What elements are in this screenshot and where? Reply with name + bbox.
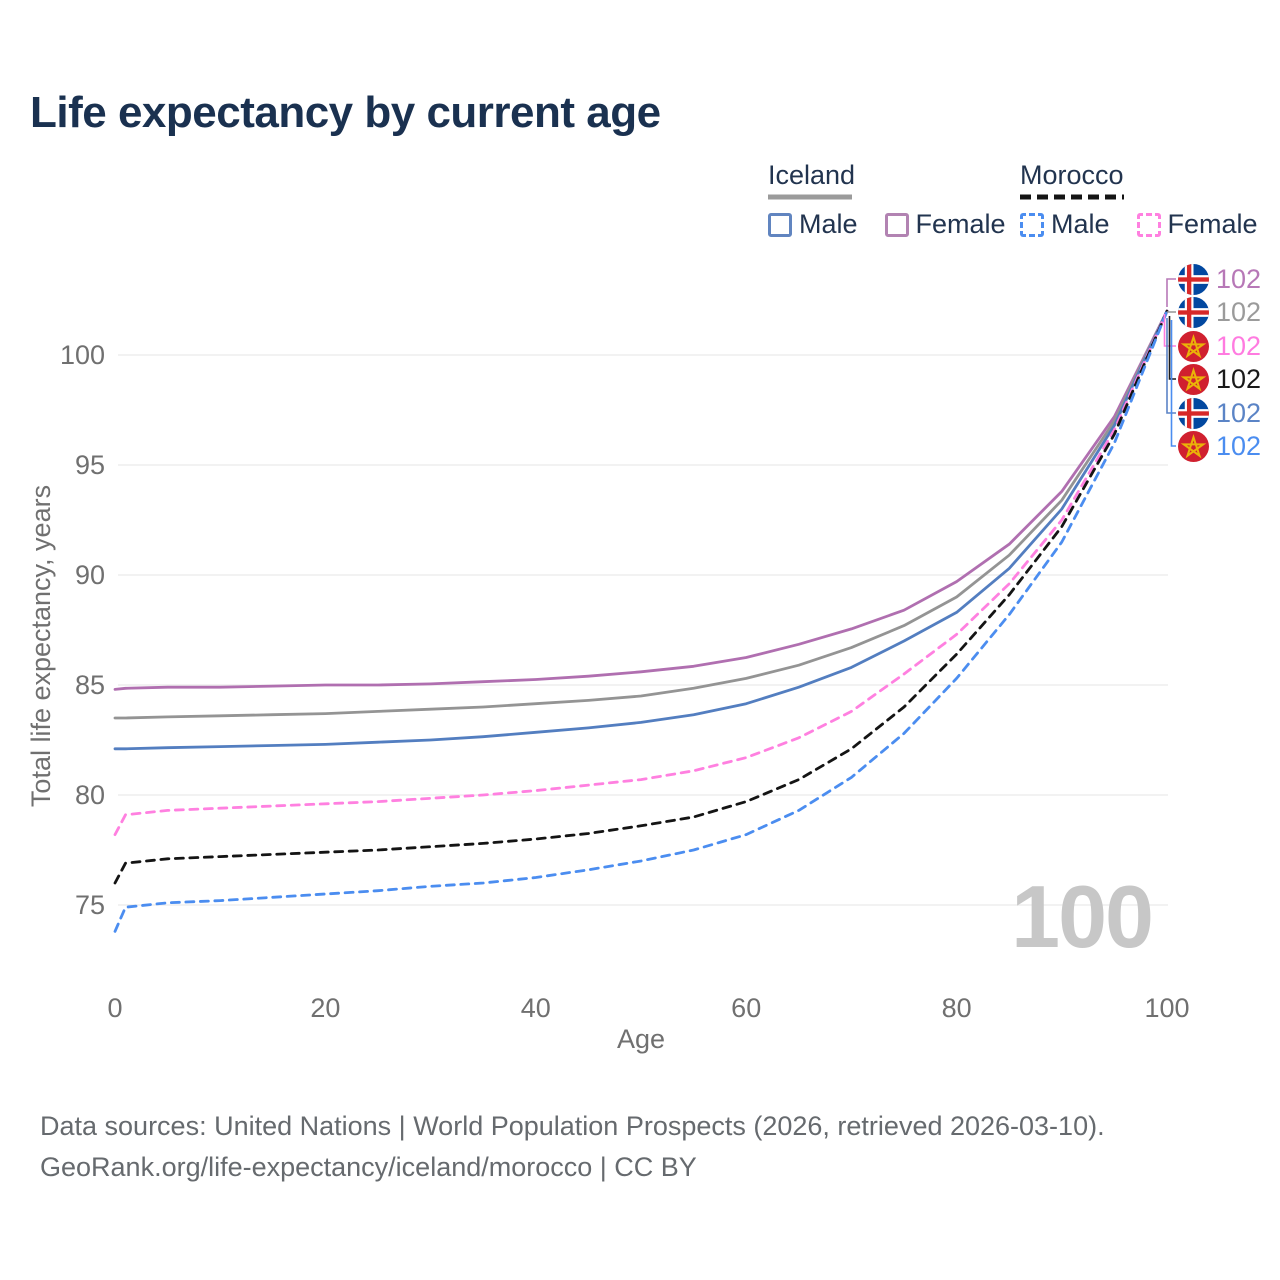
- end-label-iceland-female: 102: [1178, 262, 1261, 296]
- page-title: Life expectancy by current age: [30, 88, 661, 137]
- end-label-morocco-male: 102: [1178, 429, 1261, 463]
- legend-group-morocco: Morocco Male Female: [1020, 160, 1258, 240]
- gridlines-layer: [118, 354, 1168, 906]
- footer: Data sources: United Nations | World Pop…: [40, 1106, 1105, 1188]
- series-line-morocco-all: [113, 309, 1169, 885]
- legend-swatch-iceland-male[interactable]: [768, 212, 792, 237]
- x-tick-label-40: 40: [521, 993, 551, 1023]
- leader-line-morocco-male: [1170, 320, 1176, 447]
- legend-item-label[interactable]: Male: [1051, 209, 1110, 239]
- legend-item-iceland-male[interactable]: Male: [768, 209, 858, 240]
- x-tick-label-60: 60: [731, 993, 761, 1023]
- x-tick-label-100: 100: [1144, 993, 1189, 1023]
- series-line-iceland-male: [113, 309, 1169, 751]
- legend-line-sample-solid: [768, 194, 852, 200]
- y-tick-label-90: 90: [75, 560, 105, 590]
- leader-line-morocco-all: [1168, 316, 1176, 380]
- morocco-flag-icon: [1178, 330, 1209, 362]
- legend-item-label[interactable]: Female: [915, 209, 1006, 239]
- end-label-value: 102: [1216, 363, 1262, 394]
- legend-item-morocco-male[interactable]: Male: [1020, 209, 1110, 240]
- leader-line-iceland-female: [1166, 278, 1176, 307]
- series-line-morocco-male: [113, 309, 1169, 933]
- end-label-value: 102: [1216, 330, 1262, 361]
- morocco-flag-icon: [1178, 363, 1209, 395]
- footer-attribution: GeoRank.org/life-expectancy/iceland/moro…: [40, 1152, 697, 1182]
- end-label-value: 102: [1216, 430, 1262, 461]
- y-tick-label-75: 75: [75, 890, 105, 920]
- legend-country-title: Morocco: [1020, 160, 1124, 190]
- end-label-value: 102: [1216, 397, 1262, 428]
- iceland-flag-icon: [1178, 397, 1209, 429]
- y-tick-label-95: 95: [75, 450, 105, 480]
- legend-swatch-morocco-male[interactable]: [1020, 212, 1044, 237]
- series-layer: [113, 309, 1169, 933]
- x-tick-label-20: 20: [310, 993, 340, 1023]
- legend-item-label[interactable]: Male: [799, 209, 858, 239]
- y-tick-label-100: 100: [60, 340, 105, 370]
- y-tick-label-80: 80: [75, 780, 105, 810]
- end-label-iceland-male: 102: [1178, 396, 1261, 430]
- y-axis-title: Total life expectancy, years: [26, 485, 56, 807]
- series-line-morocco-female: [113, 309, 1169, 836]
- series-line-iceland-all: [113, 309, 1169, 720]
- end-label-morocco-all: 102: [1178, 362, 1261, 396]
- legend-line-sample-dashed: [1020, 194, 1124, 200]
- series-line-iceland-female: [113, 309, 1169, 691]
- legend-item-iceland-female[interactable]: Female: [884, 209, 1006, 240]
- end-label-iceland-all: 102: [1178, 295, 1261, 329]
- axis-labels-layer: 75 80 85 90 95 100 0 20 40 60 80 100: [60, 340, 1190, 1023]
- leader-lines-layer: [1163, 278, 1176, 447]
- legend-item-label[interactable]: Female: [1167, 209, 1258, 239]
- end-label-morocco-female: 102: [1178, 329, 1261, 363]
- legend-group-iceland: Iceland Male Female: [768, 160, 1006, 240]
- morocco-flag-icon: [1178, 430, 1209, 462]
- leader-line-iceland-male: [1166, 318, 1176, 414]
- end-label-value: 102: [1216, 263, 1262, 294]
- age-counter-watermark: 100: [1011, 867, 1154, 966]
- x-axis-title: Age: [617, 1024, 665, 1054]
- x-tick-label-0: 0: [107, 993, 122, 1023]
- legend-country-title: Iceland: [768, 160, 856, 190]
- x-tick-label-80: 80: [942, 993, 972, 1023]
- footer-data-sources: Data sources: United Nations | World Pop…: [40, 1111, 1105, 1141]
- legend-item-morocco-female[interactable]: Female: [1136, 209, 1258, 240]
- iceland-flag-icon: [1178, 296, 1209, 328]
- legend-swatch-morocco-female[interactable]: [1136, 212, 1161, 237]
- end-label-value: 102: [1216, 296, 1262, 327]
- y-tick-label-85: 85: [75, 670, 105, 700]
- iceland-flag-icon: [1178, 263, 1209, 295]
- legend-swatch-iceland-female[interactable]: [884, 212, 909, 237]
